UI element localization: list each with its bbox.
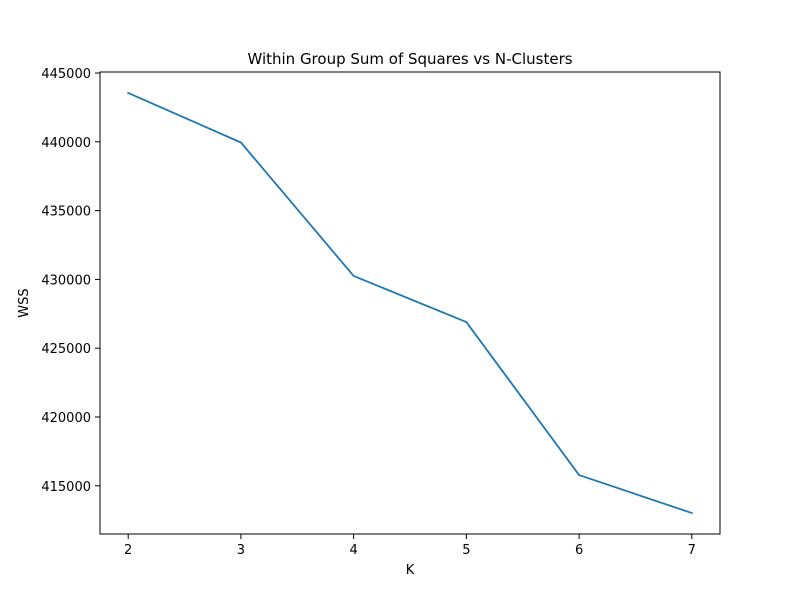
x-tick-label: 3 — [237, 543, 245, 558]
y-tick-label: 425000 — [41, 342, 91, 357]
x-tick-label: 4 — [349, 543, 357, 558]
y-tick-label: 440000 — [41, 136, 91, 151]
x-tick-label: 5 — [462, 543, 470, 558]
y-tick-label: 420000 — [41, 411, 91, 426]
y-axis-ticks: 415000 420000 425000 430000 435000 440000 4450… — [41, 67, 100, 495]
x-axis-label: K — [406, 563, 415, 578]
y-tick-label: 430000 — [41, 273, 91, 288]
y-tick-label: 415000 — [41, 480, 91, 495]
series-layer — [126, 91, 693, 515]
x-tick-label: 6 — [575, 543, 583, 558]
chart-title: Within Group Sum of Squares vs N-Cluster… — [247, 50, 572, 68]
series-line — [126, 91, 693, 515]
y-tick-label: 435000 — [41, 205, 91, 220]
x-axis-ticks: 2 3 4 5 6 7 — [124, 534, 696, 558]
plot-area-frame — [99, 71, 721, 535]
y-axis-label: WSS — [17, 288, 32, 317]
x-tick-label: 7 — [688, 543, 696, 558]
x-tick-label: 2 — [124, 543, 132, 558]
y-tick-label: 445000 — [41, 67, 91, 82]
